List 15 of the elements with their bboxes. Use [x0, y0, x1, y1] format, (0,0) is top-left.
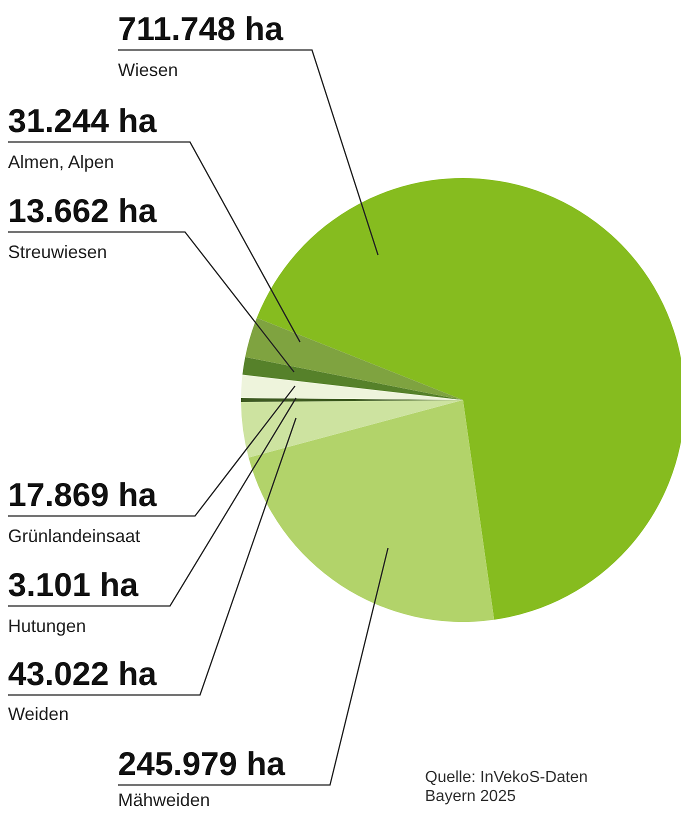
slice-label: Wiesen [118, 60, 178, 80]
data-label: 31.244 ha [8, 102, 158, 139]
slice-label: Almen, Alpen [8, 152, 114, 172]
data-label: 245.979 ha [118, 745, 286, 782]
data-label: 17.869 ha [8, 476, 158, 513]
slice-label: Hutungen [8, 616, 86, 636]
slice-label: Mähweiden [118, 790, 210, 810]
data-label: 3.101 ha [8, 566, 139, 603]
data-label: 43.022 ha [8, 655, 158, 692]
slice-label: Weiden [8, 704, 69, 724]
slice-label: Grünlandeinsaat [8, 526, 140, 546]
data-label: 13.662 ha [8, 192, 158, 229]
source-note: Quelle: InVekoS-Daten Bayern 2025 [425, 769, 588, 805]
data-label: 711.748 ha [118, 10, 284, 47]
slice-label: Streuwiesen [8, 242, 108, 262]
